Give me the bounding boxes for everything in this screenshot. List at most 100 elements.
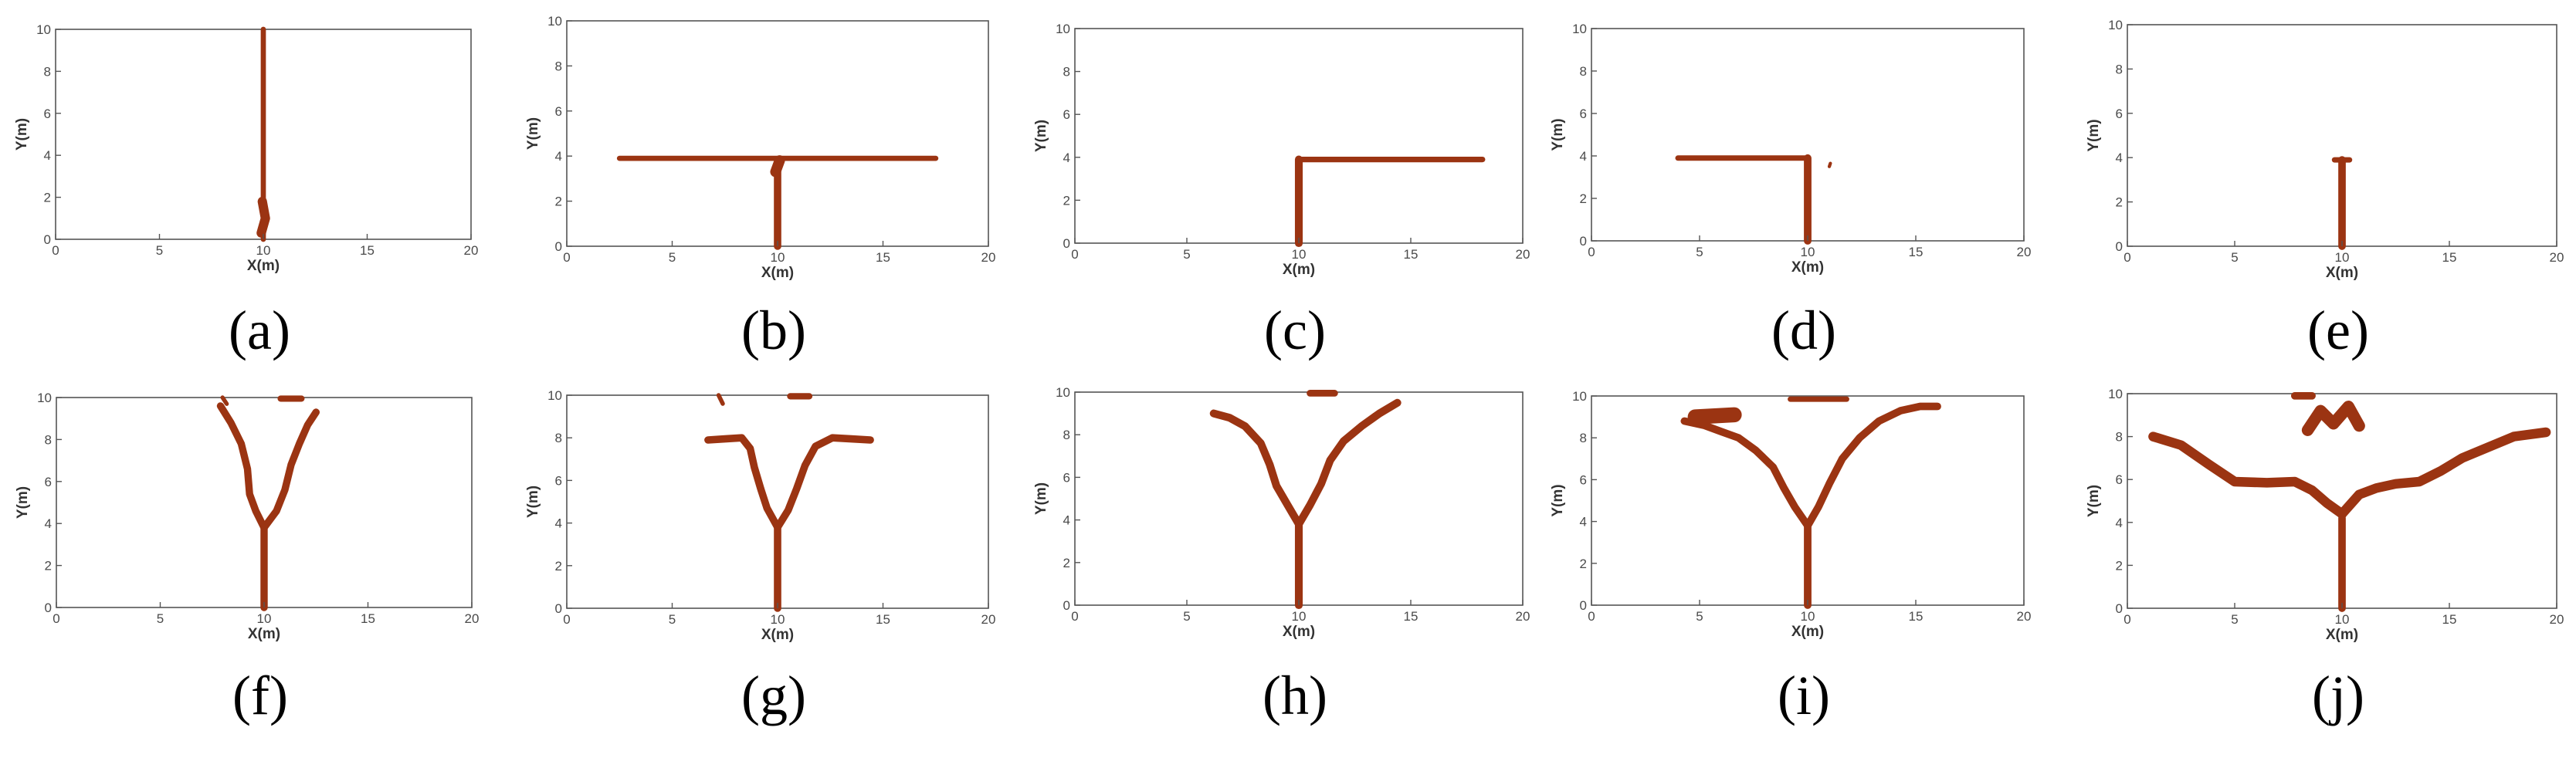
x-tick-label: 15: [876, 250, 890, 265]
y-tick-label: 6: [2116, 472, 2123, 487]
y-tick-label: 10: [547, 14, 562, 29]
x-tick-label: 15: [1909, 609, 1924, 624]
y-axis-label: Y(m): [1550, 484, 1566, 516]
x-tick-label: 10: [1292, 609, 1307, 624]
y-tick-label: 10: [547, 388, 562, 403]
y-tick-label: 8: [44, 64, 51, 79]
y-tick-label: 4: [2116, 516, 2123, 530]
fracture-path: [220, 395, 229, 406]
y-axis-label: Y(m): [525, 117, 541, 150]
y-tick-label: 0: [555, 601, 562, 616]
y-tick-label: 4: [1580, 515, 1587, 530]
y-tick-label: 0: [44, 232, 51, 247]
fracture-path: [2337, 427, 2551, 519]
fracture-path: [260, 408, 320, 532]
y-axis-label: Y(m): [15, 486, 31, 519]
panel-caption: (d): [1771, 299, 1836, 361]
x-axis-label: X(m): [1791, 259, 1824, 276]
y-axis-label: Y(m): [1550, 118, 1566, 151]
y-tick-label: 2: [1580, 191, 1587, 206]
y-tick-label: 2: [555, 559, 562, 574]
panel-caption: (g): [741, 665, 806, 726]
x-tick-label: 0: [2124, 612, 2130, 627]
x-tick-label: 0: [1071, 247, 1078, 262]
y-axis-label: Y(m): [525, 486, 541, 518]
y-tick-label: 10: [1056, 385, 1070, 400]
y-axis-label: Y(m): [2086, 119, 2102, 151]
x-tick-label: 15: [2442, 250, 2457, 265]
x-tick-label: 15: [1404, 609, 1418, 624]
x-axis-label: X(m): [2326, 265, 2358, 281]
x-tick-label: 20: [981, 250, 996, 265]
y-tick-label: 4: [555, 149, 562, 164]
y-tick-label: 8: [555, 431, 562, 445]
y-axis-label: Y(m): [1033, 120, 1049, 152]
y-tick-label: 2: [2116, 195, 2123, 210]
y-tick-label: 0: [2116, 239, 2123, 254]
x-tick-label: 20: [2017, 245, 2032, 259]
y-tick-label: 4: [44, 148, 51, 163]
y-tick-label: 6: [2116, 107, 2123, 121]
fracture-path: [1804, 402, 1941, 530]
x-axis-label: X(m): [2326, 627, 2358, 643]
fracture-path: [2148, 431, 2347, 519]
x-tick-label: 15: [361, 611, 375, 626]
fracture-path: [2301, 401, 2365, 436]
y-tick-label: 6: [1063, 107, 1070, 122]
y-tick-label: 0: [1580, 598, 1587, 613]
x-tick-label: 20: [464, 243, 479, 258]
y-tick-label: 0: [555, 239, 562, 254]
x-axis-label: X(m): [248, 626, 280, 642]
x-axis-label: X(m): [247, 258, 280, 274]
x-tick-label: 15: [360, 243, 375, 258]
x-tick-label: 5: [1696, 245, 1703, 259]
x-tick-label: 20: [2550, 250, 2564, 265]
x-axis-label: X(m): [1283, 624, 1315, 640]
y-tick-label: 2: [44, 191, 51, 205]
x-tick-label: 10: [257, 611, 272, 626]
y-tick-label: 0: [1063, 236, 1070, 251]
x-tick-label: 15: [2442, 612, 2457, 627]
x-tick-label: 20: [1516, 609, 1530, 624]
y-tick-label: 6: [555, 473, 562, 488]
x-tick-label: 20: [981, 612, 996, 627]
x-tick-label: 5: [669, 612, 676, 627]
x-tick-label: 5: [2231, 250, 2238, 265]
y-tick-label: 8: [2116, 62, 2123, 76]
panel-caption: (j): [2312, 665, 2364, 726]
x-axis-label: X(m): [761, 265, 794, 281]
x-tick-label: 10: [2335, 612, 2350, 627]
y-axis-label: Y(m): [2086, 485, 2102, 517]
y-tick-label: 8: [1580, 64, 1587, 79]
panel-caption: (i): [1778, 665, 1830, 726]
x-tick-label: 10: [2335, 250, 2350, 265]
y-tick-label: 2: [45, 559, 52, 574]
x-tick-label: 0: [563, 250, 570, 265]
panel-caption: (c): [1264, 299, 1326, 361]
x-tick-label: 20: [2017, 609, 2032, 624]
panel-caption: (e): [2307, 299, 2369, 361]
y-axis-label: Y(m): [14, 118, 30, 151]
x-axis-label: X(m): [1791, 624, 1824, 640]
y-tick-label: 4: [555, 516, 562, 531]
fracture-path: [1294, 398, 1402, 529]
y-tick-label: 8: [1580, 431, 1587, 445]
y-tick-label: 8: [1063, 428, 1070, 442]
y-tick-label: 2: [555, 195, 562, 209]
fracture-path: [704, 434, 781, 531]
y-tick-label: 2: [1063, 193, 1070, 208]
y-tick-label: 2: [2116, 558, 2123, 573]
fracture-path: [716, 393, 725, 406]
y-tick-label: 4: [1063, 151, 1070, 165]
x-tick-label: 10: [1801, 245, 1815, 259]
y-tick-label: 10: [2108, 18, 2123, 32]
y-tick-label: 0: [45, 601, 52, 615]
